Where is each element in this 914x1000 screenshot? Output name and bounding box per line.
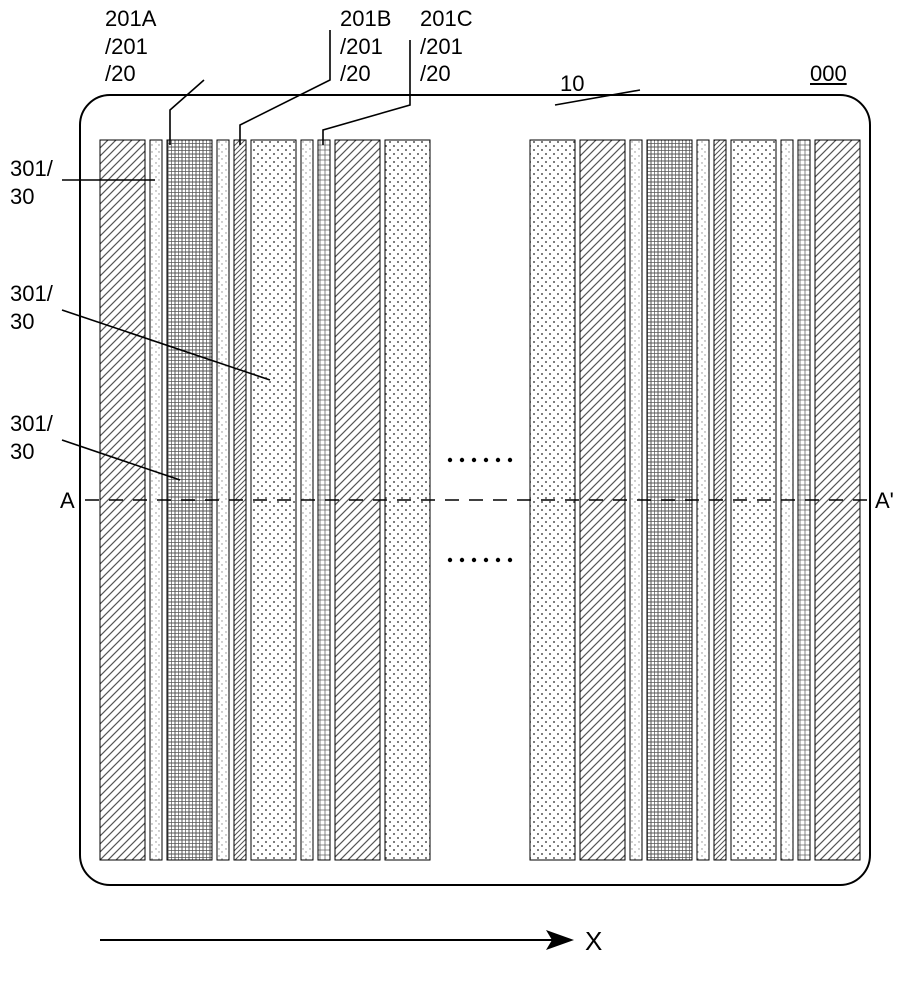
figure-id: 000 [810,60,847,88]
axis-label-X: X [585,925,602,958]
diagram-svg [0,0,914,1000]
section-label-A: A [60,487,75,515]
callout-301-2: 301/ 30 [10,280,53,335]
callout-201C: 201C /201 /20 [420,5,473,88]
figure-canvas: 000 10 201A /201 /20 201B /201 /20 201C … [0,0,914,1000]
callout-201B: 201B /201 /20 [340,5,391,88]
callout-301-3: 301/ 30 [10,410,53,465]
callout-301-1: 301/ 30 [10,155,53,210]
frame-label: 10 [560,70,584,98]
callout-201A: 201A /201 /20 [105,5,156,88]
section-label-A-prime: A' [875,487,894,515]
